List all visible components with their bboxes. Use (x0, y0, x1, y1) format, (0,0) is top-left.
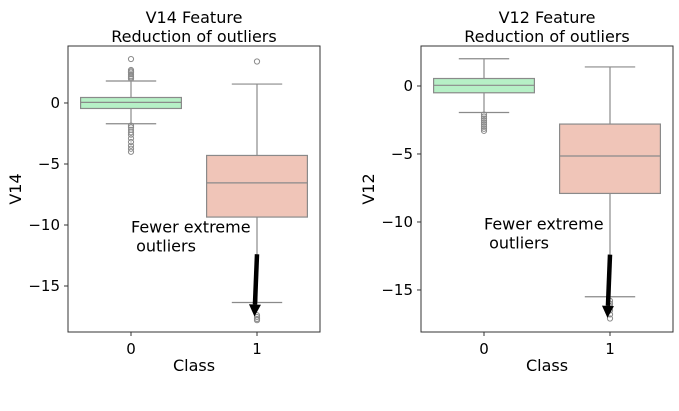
chart-title-line: V14 Feature (146, 8, 243, 27)
outlier-point (127, 145, 135, 152)
outlier-point (127, 142, 135, 149)
outlier-point (480, 123, 488, 130)
y-tick-label: −15 (381, 281, 413, 299)
axes-frame (420, 45, 674, 333)
annotation-text-line: Fewer extreme (131, 217, 251, 236)
outlier-point (253, 314, 261, 321)
outlier-point (253, 58, 261, 65)
annotation-arrow-shaft (605, 254, 613, 306)
y-axis-label: V14 (6, 173, 25, 204)
x-axis-label: Class (173, 356, 215, 375)
box-class-0 (433, 58, 536, 134)
chart-title-line: V12 Feature (499, 8, 596, 27)
y-tick-label: −5 (38, 155, 60, 173)
outlier-point (480, 113, 488, 120)
outlier-point (480, 117, 488, 124)
chart-title-line: Reduction of outliers (464, 27, 629, 46)
outlier-point (127, 66, 135, 74)
annotation-arrow-shaft (252, 254, 260, 305)
outlier-point (480, 115, 488, 122)
outlier-point (480, 121, 488, 128)
iqr-box (206, 154, 309, 218)
y-tick-label: −5 (391, 145, 413, 163)
x-axis-label: Class (526, 356, 568, 375)
outlier-point (127, 148, 135, 155)
outlier-point (127, 129, 135, 136)
box-class-1 (206, 58, 309, 324)
x-tick-label: 0 (126, 340, 136, 358)
outlier-point (480, 119, 488, 126)
box-class-0 (79, 55, 183, 155)
y-tick-label: −10 (28, 216, 60, 234)
y-tick-label: 0 (50, 94, 60, 112)
box-class-1 (558, 66, 661, 322)
axes-frame (67, 45, 321, 333)
outlier-point (127, 122, 135, 129)
outlier-point (127, 131, 135, 138)
outlier-point (127, 135, 135, 142)
y-axis-label: V12 (359, 173, 378, 204)
outlier-point (606, 315, 614, 322)
outlier-point (480, 127, 488, 134)
outlier-point (480, 125, 488, 132)
outlier-point (127, 55, 135, 63)
x-tick-label: 1 (252, 340, 262, 358)
y-tick-label: −15 (28, 277, 60, 295)
y-tick-label: −10 (381, 213, 413, 231)
annotation-text-line: outliers (484, 234, 549, 253)
iqr-box (79, 96, 183, 110)
iqr-box (558, 123, 661, 195)
y-tick-label: 0 (403, 77, 413, 95)
x-tick-label: 0 (479, 340, 489, 358)
outlier-point (127, 138, 135, 146)
annotation-arrow-head (248, 304, 261, 317)
chart-title-line: Reduction of outliers (111, 27, 276, 46)
annotation-text-line: outliers (131, 236, 196, 255)
annotation-text-line: Fewer extreme (484, 215, 604, 234)
outlier-point (127, 71, 135, 78)
x-tick-label: 1 (605, 340, 615, 358)
outlier-point (480, 111, 488, 118)
outlier-point (253, 317, 261, 324)
annotation-arrow-head (601, 305, 614, 318)
